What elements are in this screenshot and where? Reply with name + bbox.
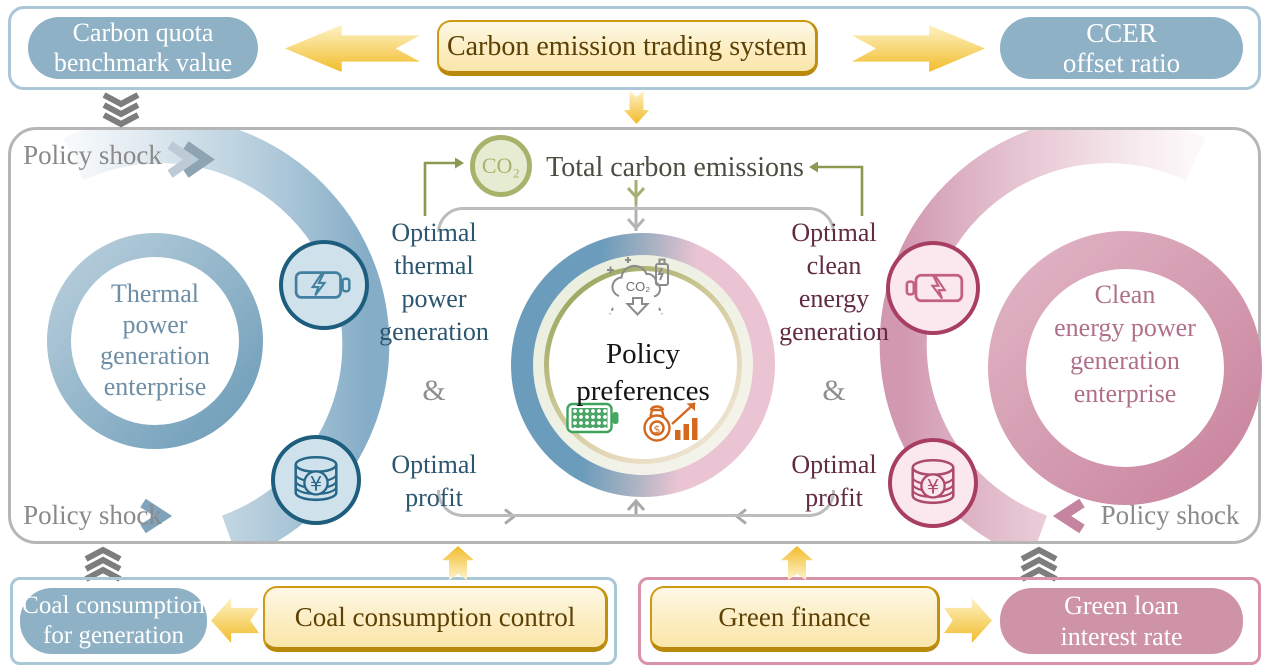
co2-reduction-icon: CO₂: [607, 257, 669, 316]
patch-left: [424, 232, 450, 490]
link-chevrons-bottom-right: [1020, 546, 1058, 582]
policy-shock-bottom-left: Policy shock: [23, 500, 162, 530]
ccer-pill: CCER offset ratio: [1000, 17, 1243, 79]
carbon-quota-pill: Carbon quota benchmark value: [28, 17, 258, 79]
green-battery-icon: [566, 402, 619, 434]
carbon-quota-line2: benchmark value: [53, 48, 233, 77]
money-growth-icon: $: [643, 402, 698, 442]
green-finance-label: Green finance: [718, 602, 871, 632]
coins-icon: ¥: [294, 456, 338, 502]
right-ampersand: &: [822, 374, 846, 407]
carbon-trading-panel: [8, 6, 1261, 90]
policy-shock-top-left: Policy shock: [23, 140, 162, 170]
up-chevron-icon: [626, 498, 646, 511]
battery-icon: [905, 273, 964, 303]
carbon-trading-system-label: Carbon emission trading system: [446, 30, 808, 62]
thermal-profit-node: ¥: [271, 435, 361, 525]
svg-text:$: $: [654, 423, 661, 436]
link-chevrons-bottom-left: [84, 546, 122, 582]
coal-control-label: Coal consumption control: [294, 602, 576, 632]
green-finance-panel: [638, 577, 1261, 665]
arrowhead-to-emissions-icon: [809, 161, 818, 173]
patch-right: [822, 232, 848, 490]
carbon-quota-line1: Carbon quota: [72, 18, 214, 47]
arrowhead-to-co2-icon: [455, 157, 464, 169]
svg-text:¥: ¥: [927, 476, 939, 499]
coins-icon: ¥: [911, 459, 955, 505]
green-loan-pill: Green loan interest rate: [1000, 588, 1243, 654]
clean-generation-node: [886, 241, 980, 335]
policy-shock-br-chevron-icon: [1052, 498, 1085, 534]
policy-preferences-label: Policy preferences: [576, 338, 710, 407]
thermal-enterprise-ring: [47, 233, 263, 449]
clean-profit-node: ¥: [888, 438, 978, 528]
coal-pill-line2: for generation: [43, 622, 184, 649]
coal-pill-line1: Coal consumption: [22, 592, 205, 619]
ccer-line2: offset ratio: [1062, 48, 1181, 78]
thermal-generation-node: [279, 240, 369, 330]
green-loan-line2: interest rate: [1060, 622, 1183, 651]
coal-control-box: Coal consumption control: [263, 586, 608, 652]
olive-arrows: [423, 161, 864, 216]
policy-shock-chevron-icon: [183, 141, 215, 178]
coal-control-panel: [10, 577, 617, 665]
ccer-line1: CCER: [1086, 18, 1157, 48]
svg-text:CO₂: CO₂: [626, 279, 651, 294]
thermal-enterprise-label: Thermal power generation enterprise: [100, 279, 210, 401]
green-loan-line1: Green loan: [1064, 591, 1179, 620]
battery-icon: [294, 271, 351, 299]
clean-enterprise-ring: [988, 231, 1262, 505]
coal-consumption-pill: Coal consumption for generation: [20, 588, 207, 654]
link-chevrons-top-left: [102, 92, 140, 128]
carbon-trading-system-box: Carbon emission trading system: [437, 20, 818, 76]
left-ampersand: &: [422, 374, 446, 407]
optimal-thermal-label: Optimal thermal power generation: [379, 218, 489, 346]
co2-badge-label: CO₂: [481, 153, 521, 178]
down-chevron-gray-icon: [626, 218, 646, 231]
policy-shock-bl-chevron-icon: [140, 498, 173, 534]
total-emissions-label: Total carbon emissions: [546, 152, 804, 183]
green-finance-box: Green finance: [650, 586, 940, 652]
co2-badge: CO₂: [470, 135, 532, 197]
policy-shock-chevron-light-icon: [167, 141, 199, 178]
optimal-profit-right-label: Optimal profit: [791, 450, 877, 512]
policy-shock-bottom-right: Policy shock: [1100, 500, 1240, 530]
svg-text:¥: ¥: [310, 473, 322, 496]
clean-enterprise-label: Clean energy power generation enterprise: [1054, 280, 1196, 408]
down-chevron-olive-icon: [626, 187, 646, 200]
optimal-profit-left-label: Optimal profit: [391, 450, 477, 512]
simulation-panel: [8, 127, 1261, 544]
optimal-clean-label: Optimal clean energy generation: [779, 218, 889, 346]
